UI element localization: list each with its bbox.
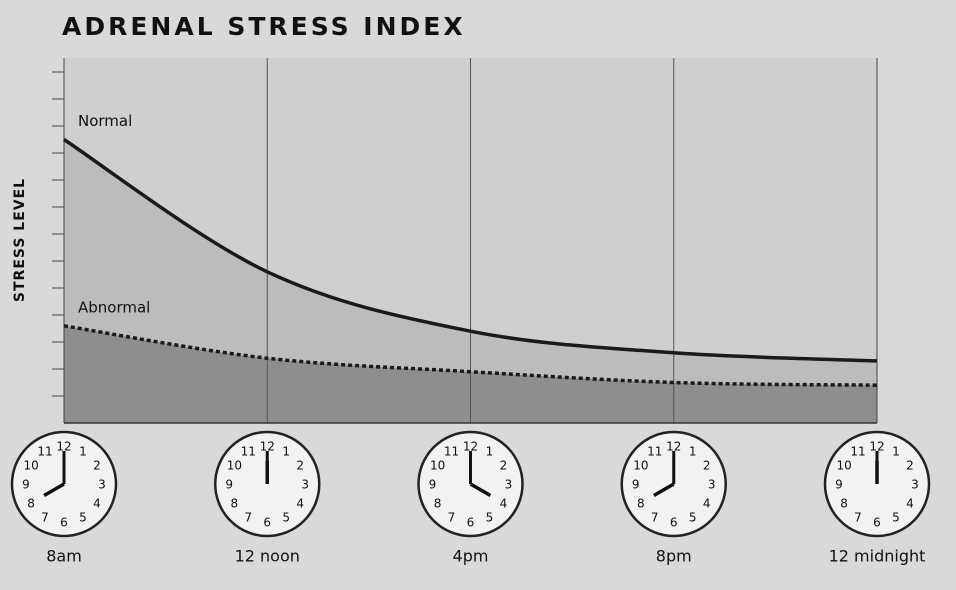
clock-numeral: 6 [60,516,68,530]
series-line [63,138,878,363]
clock-numeral: 5 [689,510,697,524]
series-label: Normal [78,112,132,130]
clock-numeral: 8 [27,497,35,511]
clock-hour-hand [469,482,492,498]
clock-numeral: 2 [93,459,101,473]
clock-numeral: 4 [703,497,711,511]
x-tick-label: 8am [46,547,82,566]
clock-numeral: 11 [241,445,256,459]
clock-numeral: 10 [430,459,445,473]
clock-numeral: 8 [434,497,442,511]
clock-numeral: 6 [467,516,475,530]
clock-numeral: 8 [637,497,645,511]
clock-numeral: 2 [296,459,304,473]
clock-numeral: 12 [56,440,71,454]
clock-numeral: 5 [282,510,290,524]
clock-numeral: 3 [301,478,309,492]
series-label: Abnormal [78,298,150,316]
clock-numeral: 9 [835,478,843,492]
clock-numeral: 12 [260,440,275,454]
clock-numeral: 4 [296,497,304,511]
x-tick-label: 12 noon [235,547,300,566]
clock-numeral: 11 [444,445,459,459]
clock-numeral: 9 [632,478,640,492]
clock-numeral: 5 [79,510,87,524]
clock-numeral: 8 [840,497,848,511]
clock-numeral: 5 [486,510,494,524]
clock-numeral: 6 [670,516,678,530]
clock-numeral: 1 [282,445,290,459]
clock-numeral: 10 [633,459,648,473]
clock-hour-hand [43,482,65,498]
clock-numeral: 11 [37,445,52,459]
clock-numeral: 9 [22,478,30,492]
clock-hour-hand [652,482,675,498]
clock-numeral: 4 [93,497,101,511]
x-tick-label: 4pm [453,547,489,566]
x-tick-label: 12 midnight [829,547,926,566]
clock-numeral: 7 [651,510,659,524]
clock-numeral: 3 [708,478,716,492]
clock-numeral: 10 [23,459,38,473]
clock-numeral: 1 [486,445,494,459]
clock-numeral: 1 [689,445,697,459]
clock-numeral: 6 [263,516,271,530]
clock-numeral: 10 [227,459,242,473]
clock-numeral: 5 [892,510,900,524]
x-tick-label: 8pm [656,547,692,566]
clock-numeral: 6 [873,516,881,530]
clock-numeral: 9 [225,478,233,492]
clock-numeral: 4 [906,497,914,511]
clock-numeral: 3 [98,478,106,492]
clock-numeral: 7 [41,510,49,524]
clock-numeral: 12 [666,440,681,454]
clock-numeral: 1 [892,445,900,459]
clock-numeral: 11 [647,445,662,459]
clock-numeral: 7 [448,510,456,524]
clock-numeral: 10 [836,459,851,473]
clock-numeral: 2 [500,459,508,473]
chart-title: ADRENAL STRESS INDEX [62,12,466,41]
clock-numeral: 3 [505,478,513,492]
series-line [63,324,878,387]
clock-numeral: 3 [911,478,919,492]
clock-numeral: 7 [244,510,252,524]
clock-numeral: 11 [850,445,865,459]
clock-numeral: 2 [906,459,914,473]
clock-numeral: 4 [500,497,508,511]
clock-numeral: 2 [703,459,711,473]
clock-numeral: 9 [429,478,437,492]
clock-numeral: 12 [463,440,478,454]
clock-numeral: 8 [231,497,239,511]
clock-numeral: 1 [79,445,87,459]
clock-numeral: 7 [854,510,862,524]
y-axis-label: STRESS LEVEL [12,178,28,302]
clock-numeral: 12 [869,440,884,454]
